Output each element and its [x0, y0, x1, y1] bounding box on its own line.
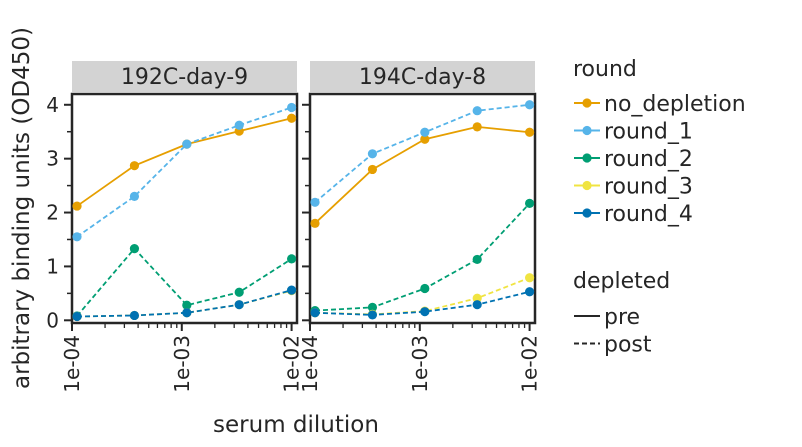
legend-marker	[582, 208, 592, 218]
legend-item-pre: pre	[574, 305, 640, 330]
data-point-round_4	[472, 300, 482, 310]
data-point-round_2	[129, 244, 140, 254]
data-point-round_1	[286, 102, 297, 113]
data-point-round_2	[286, 254, 297, 264]
legend-marker	[582, 180, 592, 191]
data-point-round_4	[182, 308, 192, 318]
legend-marker	[582, 125, 592, 136]
data-point-no_depletion	[310, 218, 320, 228]
series-line-round_1	[314, 103, 530, 203]
legend-marker	[582, 98, 592, 108]
x-tick-label: 1e-03	[408, 335, 432, 393]
data-point-round_4	[310, 308, 320, 318]
data-point-round_4	[234, 300, 244, 310]
data-point-round_2	[234, 287, 244, 297]
data-point-round_4	[129, 310, 140, 321]
legend-marker	[582, 153, 592, 163]
data-point-no_depletion	[524, 127, 535, 137]
data-point-no_depletion	[472, 122, 482, 132]
data-point-round_4	[420, 307, 430, 317]
data-point-round_1	[72, 232, 82, 242]
x-tick-label: 1e-04	[60, 335, 84, 393]
data-point-round_1	[234, 120, 244, 130]
data-point-round_1	[367, 149, 378, 159]
legend-label: round_4	[604, 202, 693, 227]
data-point-round_1	[472, 106, 482, 116]
x-tick-label: 1e-04	[298, 335, 322, 393]
data-point-round_4	[524, 287, 535, 297]
data-point-round_3	[524, 273, 535, 283]
legend-item-round_3: round_3	[574, 175, 693, 200]
data-point-round_3	[472, 293, 482, 303]
legend-label: round_1	[604, 120, 693, 145]
y-tick-label: 1	[46, 254, 59, 278]
legend-item-round_2: round_2	[574, 147, 693, 172]
y-tick-label: 4	[46, 93, 59, 117]
legend-title-depleted: depleted	[573, 269, 670, 294]
legend-label: no_depletion	[604, 92, 746, 117]
data-point-round_2	[367, 302, 378, 312]
legend-label: post	[604, 333, 652, 358]
legend-label: pre	[604, 305, 640, 330]
data-point-round_4	[367, 310, 378, 320]
legend-label: round_2	[604, 147, 693, 172]
x-tick-label: 1e-03	[170, 335, 194, 393]
plot-frame	[70, 92, 299, 325]
y-tick-label: 0	[46, 308, 59, 332]
x-axis-title: serum dilution	[213, 412, 379, 438]
data-point-round_4	[72, 311, 82, 322]
data-point-round_1	[524, 100, 535, 110]
x-tick-label: 1e-02	[280, 335, 304, 393]
data-point-no_depletion	[72, 201, 82, 211]
panel-1: 194C-day-8 1e-04 1e-03 1e-02	[298, 61, 542, 393]
data-point-round_4	[286, 285, 297, 295]
data-point-round_2	[420, 283, 430, 294]
series-line-round_2	[314, 202, 531, 312]
legend-item-post: post	[574, 333, 652, 358]
data-point-round_1	[182, 139, 192, 149]
series-line-no_depletion	[76, 117, 292, 207]
legend-label: round_3	[604, 175, 693, 200]
data-point-round_2	[182, 300, 192, 310]
legend-item-round_1: round_1	[574, 120, 693, 145]
data-point-round_1	[310, 197, 320, 207]
data-point-no_depletion	[367, 164, 378, 175]
facet-title: 194C-day-8	[359, 65, 486, 90]
data-point-no_depletion	[129, 161, 140, 171]
legend-item-round_4: round_4	[574, 202, 693, 227]
data-point-round_2	[472, 254, 482, 265]
facet-strip	[72, 61, 297, 92]
facet-title: 192C-day-9	[121, 65, 248, 90]
data-point-round_1	[420, 127, 430, 137]
y-tick-label: 2	[46, 201, 59, 225]
facet-strip	[310, 61, 535, 92]
plot-frame	[308, 92, 537, 325]
data-point-no_depletion	[286, 113, 297, 123]
legend-item-no_depletion: no_depletion	[574, 92, 746, 117]
series-line-round_2	[76, 247, 293, 317]
panel-0: 192C-day-9 0 1 2 3 4 1e-04 1e-03 1e-02	[46, 61, 304, 393]
legend-title-round: round	[573, 57, 637, 82]
data-point-round_2	[524, 198, 535, 208]
data-point-round_1	[129, 191, 140, 201]
y-tick-label: 3	[46, 147, 59, 171]
series-line-round_4	[314, 290, 530, 316]
y-axis-title: arbitrary binding units (OD450)	[9, 27, 35, 389]
data-point-no_depletion	[420, 134, 430, 144]
x-tick-label: 1e-02	[518, 335, 542, 393]
